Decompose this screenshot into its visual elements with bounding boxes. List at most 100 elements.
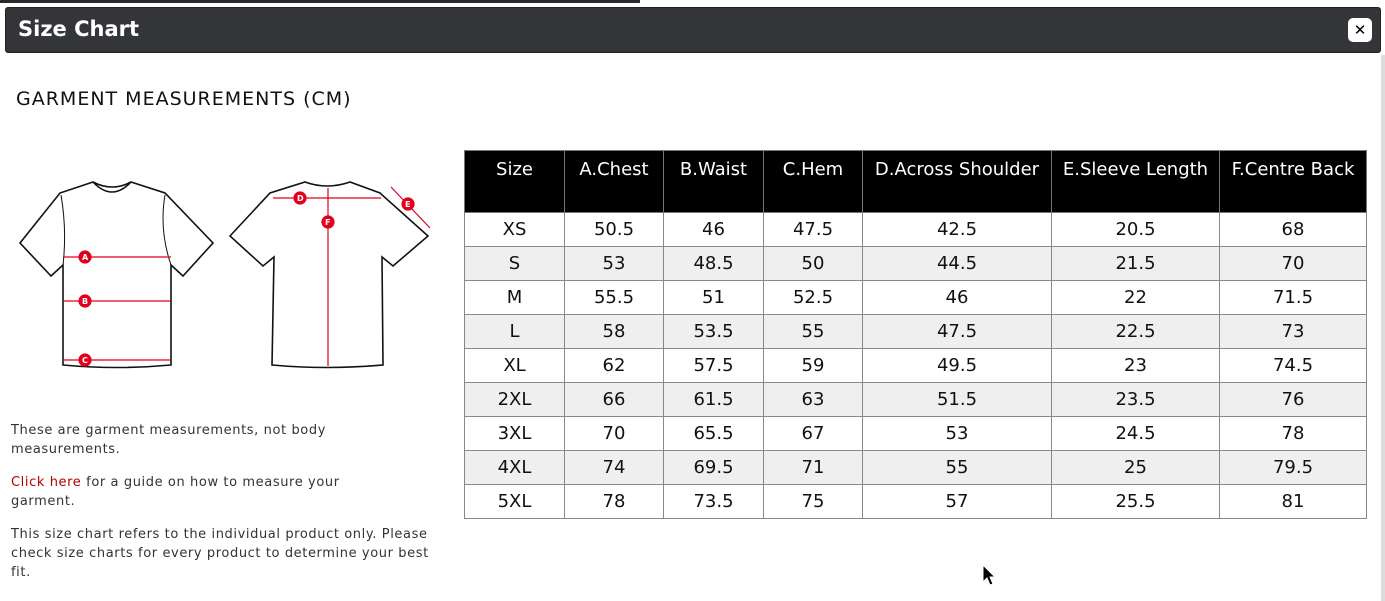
scrollbar[interactable] bbox=[1381, 55, 1385, 601]
column-header: Size bbox=[464, 150, 565, 213]
close-button[interactable]: ✕ bbox=[1348, 18, 1372, 42]
table-cell: 61.5 bbox=[663, 382, 764, 417]
close-icon: ✕ bbox=[1353, 21, 1367, 39]
table-cell: 66 bbox=[564, 382, 664, 417]
table-cell: 59 bbox=[763, 348, 863, 383]
svg-text:E: E bbox=[405, 200, 410, 209]
table-cell: 57 bbox=[862, 484, 1052, 519]
label-f-marker: F bbox=[321, 215, 335, 229]
table-cell: 53 bbox=[564, 246, 664, 281]
table-cell: S bbox=[464, 246, 565, 281]
table-cell: 42.5 bbox=[862, 212, 1052, 247]
table-cell: 20.5 bbox=[1051, 212, 1220, 247]
table-cell: 4XL bbox=[464, 450, 565, 485]
table-cell: XS bbox=[464, 212, 565, 247]
table-row: M 55.5 51 52.5 46 22 71.5 bbox=[464, 280, 1367, 315]
table-cell: 49.5 bbox=[862, 348, 1052, 383]
table-cell: 44.5 bbox=[862, 246, 1052, 281]
table-cell: 71 bbox=[763, 450, 863, 485]
label-e-marker: E bbox=[401, 197, 415, 211]
table-cell: XL bbox=[464, 348, 565, 383]
column-header: E.Sleeve Length bbox=[1051, 150, 1220, 213]
table-cell: 51.5 bbox=[862, 382, 1052, 417]
click-here-link[interactable]: Click here bbox=[11, 475, 82, 490]
table-cell: 2XL bbox=[464, 382, 565, 417]
table-cell: 22 bbox=[1051, 280, 1220, 315]
table-cell: 63 bbox=[763, 382, 863, 417]
table-cell: 79.5 bbox=[1219, 450, 1367, 485]
table-header-row: Size A.Chest B.Waist C.Hem D.Across Shoulder… bbox=[464, 150, 1367, 213]
table-row: 4XL 74 69.5 71 55 25 79.5 bbox=[464, 450, 1367, 485]
svg-text:B: B bbox=[82, 297, 88, 306]
table-row: 5XL 78 73.5 75 57 25.5 81 bbox=[464, 484, 1367, 519]
table-cell: 68 bbox=[1219, 212, 1367, 247]
table-cell: 50 bbox=[763, 246, 863, 281]
svg-text:A: A bbox=[82, 253, 89, 262]
label-c-marker: C bbox=[78, 353, 92, 367]
table-cell: 25.5 bbox=[1051, 484, 1220, 519]
table-cell: 25 bbox=[1051, 450, 1220, 485]
table-cell: 65.5 bbox=[663, 416, 764, 451]
section-heading: GARMENT MEASUREMENTS (CM) bbox=[16, 88, 352, 110]
table-cell: 3XL bbox=[464, 416, 565, 451]
size-table: Size A.Chest B.Waist C.Hem D.Across Shoulder… bbox=[464, 150, 1367, 519]
column-header: B.Waist bbox=[663, 150, 764, 213]
table-cell: 52.5 bbox=[763, 280, 863, 315]
table-cell: 46 bbox=[862, 280, 1052, 315]
label-a-marker: A bbox=[78, 250, 92, 264]
table-cell: 74 bbox=[564, 450, 664, 485]
table-cell: 24.5 bbox=[1051, 416, 1220, 451]
measure-guide-text: for a guide on how to measure your garme… bbox=[11, 475, 340, 509]
column-header: D.Across Shoulder bbox=[862, 150, 1052, 213]
table-cell: 73 bbox=[1219, 314, 1367, 349]
table-cell: 69.5 bbox=[663, 450, 764, 485]
table-cell: 50.5 bbox=[564, 212, 664, 247]
table-cell: L bbox=[464, 314, 565, 349]
table-body: XS 50.5 46 47.5 42.5 20.5 68 S 53 48.5 50 44.5 21.5 7… bbox=[464, 212, 1367, 519]
table-cell: 51 bbox=[663, 280, 764, 315]
table-cell: 73.5 bbox=[663, 484, 764, 519]
table-cell: 76 bbox=[1219, 382, 1367, 417]
svg-text:C: C bbox=[82, 356, 88, 365]
table-row: 2XL 66 61.5 63 51.5 23.5 76 bbox=[464, 382, 1367, 417]
table-cell: M bbox=[464, 280, 565, 315]
table-cell: 71.5 bbox=[1219, 280, 1367, 315]
table-row: 3XL 70 65.5 67 53 24.5 78 bbox=[464, 416, 1367, 451]
column-header: A.Chest bbox=[564, 150, 664, 213]
product-note: This size chart refers to the individual… bbox=[11, 527, 429, 580]
garment-note: These are garment measurements, not body… bbox=[11, 423, 327, 457]
front-shirt-icon bbox=[18, 181, 215, 369]
table-row: S 53 48.5 50 44.5 21.5 70 bbox=[464, 246, 1367, 281]
svg-text:D: D bbox=[297, 194, 304, 203]
table-cell: 74.5 bbox=[1219, 348, 1367, 383]
table-cell: 62 bbox=[564, 348, 664, 383]
table-cell: 78 bbox=[564, 484, 664, 519]
table-cell: 46 bbox=[663, 212, 764, 247]
table-cell: 75 bbox=[763, 484, 863, 519]
tshirt-diagram: A B C D E F bbox=[18, 181, 431, 369]
table-cell: 53 bbox=[862, 416, 1052, 451]
mouse-cursor-icon bbox=[982, 564, 997, 586]
table-cell: 47.5 bbox=[862, 314, 1052, 349]
svg-text:F: F bbox=[325, 218, 330, 227]
table-cell: 81 bbox=[1219, 484, 1367, 519]
table-cell: 70 bbox=[1219, 246, 1367, 281]
table-cell: 55.5 bbox=[564, 280, 664, 315]
measure-guide-note: Click here for a guide on how to measure… bbox=[11, 473, 401, 511]
table-row: L 58 53.5 55 47.5 22.5 73 bbox=[464, 314, 1367, 349]
table-cell: 57.5 bbox=[663, 348, 764, 383]
table-cell: 22.5 bbox=[1051, 314, 1220, 349]
label-b-marker: B bbox=[78, 294, 92, 308]
table-cell: 67 bbox=[763, 416, 863, 451]
table-cell: 58 bbox=[564, 314, 664, 349]
back-shirt-icon bbox=[228, 181, 430, 369]
table-cell: 23.5 bbox=[1051, 382, 1220, 417]
table-cell: 47.5 bbox=[763, 212, 863, 247]
table-cell: 21.5 bbox=[1051, 246, 1220, 281]
top-border bbox=[0, 0, 640, 3]
table-cell: 5XL bbox=[464, 484, 565, 519]
table-cell: 53.5 bbox=[663, 314, 764, 349]
table-cell: 48.5 bbox=[663, 246, 764, 281]
table-row: XL 62 57.5 59 49.5 23 74.5 bbox=[464, 348, 1367, 383]
column-header: F.Centre Back bbox=[1219, 150, 1367, 213]
